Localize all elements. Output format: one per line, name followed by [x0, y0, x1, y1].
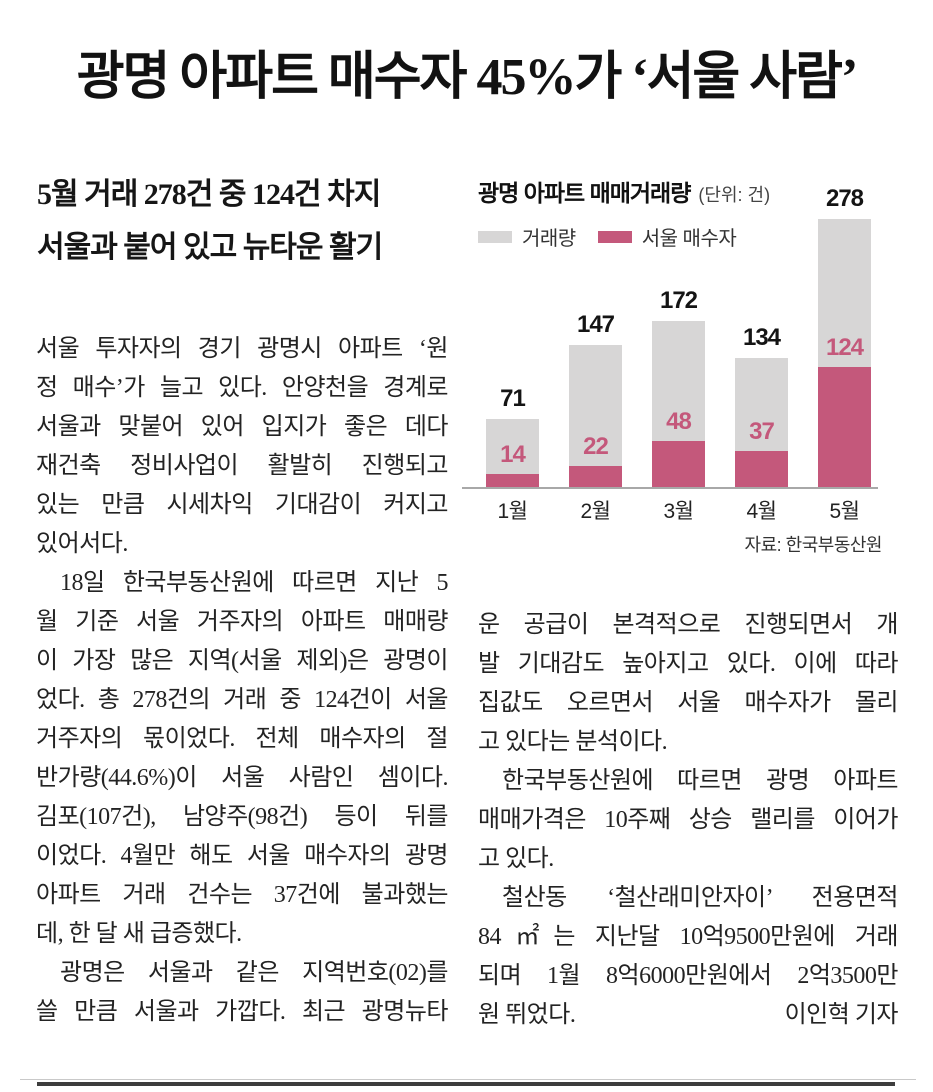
- bar-seoul: [652, 441, 705, 487]
- legend-swatch-total: [478, 230, 512, 243]
- bar-seoul-label: 14: [500, 441, 526, 468]
- article-last-line: 원 뛰었다.: [478, 1002, 576, 1028]
- legend-label-total: 거래량: [522, 228, 576, 250]
- article-line: 광명은 서울과 같은 지역번호(02)를: [60, 960, 449, 986]
- chart-source: 자료: 한국부동산원: [744, 535, 883, 555]
- chart-axis: [462, 487, 878, 489]
- legend-item-total: 거래량: [478, 222, 576, 251]
- article-line: 한국부동산원에 따르면 광명 아파트: [502, 768, 899, 794]
- chart-legend: 거래량 서울 매수자: [478, 222, 737, 251]
- bar-seoul: [486, 474, 539, 487]
- right-column: 운 공급이 본격적으로 진행되면서 개 발 기대감도 높아지고 있다. 이에 따…: [478, 606, 899, 1035]
- left-column: 서울 투자자의 경기 광명시 아파트 ‘원 정 매수’가 늘고 있다. 안양천을…: [36, 330, 449, 1032]
- article-line: 18일 한국부동산원에 따르면 지난 5: [60, 570, 449, 596]
- article-line: 고 있다.: [478, 846, 554, 872]
- bar-total-label: 71: [500, 385, 526, 412]
- bar-seoul: [735, 451, 788, 487]
- bottom-rule-thick: [37, 1082, 895, 1086]
- subtitle: 5월 거래 278건 중 124건 차지 서울과 붙어 있고 뉴타운 활기: [37, 168, 451, 274]
- article-line: 월 기준 서울 거주자의 아파트 매매량: [36, 609, 449, 635]
- article-line: 발 기대감도 높아지고 있다. 이에 따라: [478, 651, 899, 677]
- article-line: 이 가장 많은 지역(서울 제외)은 광명이: [36, 648, 449, 674]
- article-line: 서울과 맞붙어 있어 입지가 좋은 데다: [36, 414, 449, 440]
- bottom-rule-thin: [20, 1079, 916, 1080]
- subtitle-line-1: 5월 거래 278건 중 124건 차지: [37, 178, 381, 211]
- article-line: 서울 투자자의 경기 광명시 아파트 ‘원: [36, 336, 449, 362]
- bar-total: [569, 345, 622, 487]
- bar-seoul: [818, 367, 871, 487]
- bar-category-label: 3월: [663, 500, 695, 523]
- article-line: 재건축 정비사업이 활발히 진행되고: [36, 453, 449, 479]
- article-line: 정 매수’가 늘고 있다. 안양천을 경계로: [36, 375, 449, 401]
- article-line: 84㎡는 지난달 10억9500만원에 거래: [478, 924, 899, 950]
- bar-total-label: 147: [576, 311, 615, 338]
- article-line: 거주자의 몫이었다. 전체 매수자의 절: [36, 726, 449, 752]
- bar-total-label: 172: [659, 287, 698, 314]
- article-line: 집값도 오르면서 서울 매수자가 몰리: [478, 690, 899, 716]
- article-line: 운 공급이 본격적으로 진행되면서 개: [478, 612, 899, 638]
- article-line: 매매가격은 10주째 상승 랠리를 이어가: [478, 807, 899, 833]
- article-line: 반가량(44.6%)이 서울 사람인 셈이다.: [36, 765, 449, 791]
- subtitle-line-2: 서울과 붙어 있고 뉴타운 활기: [37, 231, 383, 264]
- headline: 광명 아파트 매수자 45%가 ‘서울 사람’: [76, 49, 859, 106]
- legend-swatch-seoul: [597, 230, 632, 243]
- bar-seoul-label: 48: [666, 408, 692, 435]
- chart-unit-label: (단위: 건): [698, 185, 771, 205]
- article-line: 있어서다.: [36, 531, 128, 557]
- article-line: 데, 한 달 새 급증했다.: [36, 921, 242, 947]
- article-line: 철산동 ‘철산래미안자이’ 전용면적: [502, 885, 899, 911]
- chart-plot: 71 14 1월 147 22 2월 172 48 3월 134 37 4월 278 124 5월: [462, 185, 878, 523]
- article-line: 김포(107건), 남양주(98건) 등이 뒤를: [36, 804, 449, 830]
- bar-category-label: 5월: [829, 500, 861, 523]
- bar-total-label: 278: [825, 185, 864, 212]
- article-line: 있는 만큼 시세차익 기대감이 커지고: [36, 492, 449, 518]
- bar-total-label: 134: [742, 324, 781, 351]
- byline-row: 원 뛰었다. 이인혁 기자: [478, 996, 899, 1035]
- bar-seoul-label: 37: [749, 418, 775, 445]
- bar-seoul-label: 22: [583, 433, 609, 460]
- bar-category-label: 1월: [497, 500, 529, 523]
- bar-seoul: [569, 466, 622, 487]
- article-line: 쓸 만큼 서울과 가깝다. 최근 광명뉴타: [36, 999, 449, 1025]
- bar-seoul-label: 124: [825, 334, 864, 361]
- chart-title-text: 광명 아파트 매매거래량: [478, 180, 691, 206]
- article-line: 되며 1월 8억6000만원에서 2억3500만: [478, 963, 899, 989]
- article-line: 아파트 거래 건수는 37건에 불과했는: [36, 882, 449, 908]
- byline: 이인혁 기자: [784, 1002, 899, 1028]
- bar-category-label: 4월: [746, 500, 778, 523]
- bar-category-label: 2월: [580, 500, 612, 523]
- article-line: 이었다. 4월만 해도 서울 매수자의 광명: [36, 843, 449, 869]
- article-line: 고 있다는 분석이다.: [478, 729, 668, 755]
- chart-title: 광명 아파트 매매거래량 (단위: 건): [478, 174, 770, 208]
- article-line: 었다. 총 278건의 거래 중 124건이 서울: [36, 687, 449, 713]
- legend-item-seoul: 서울 매수자: [597, 222, 737, 251]
- chart: 광명 아파트 매매거래량 (단위: 건) 거래량 서울 매수자 71 14 1월 147…: [462, 170, 883, 570]
- legend-label-seoul: 서울 매수자: [641, 228, 737, 250]
